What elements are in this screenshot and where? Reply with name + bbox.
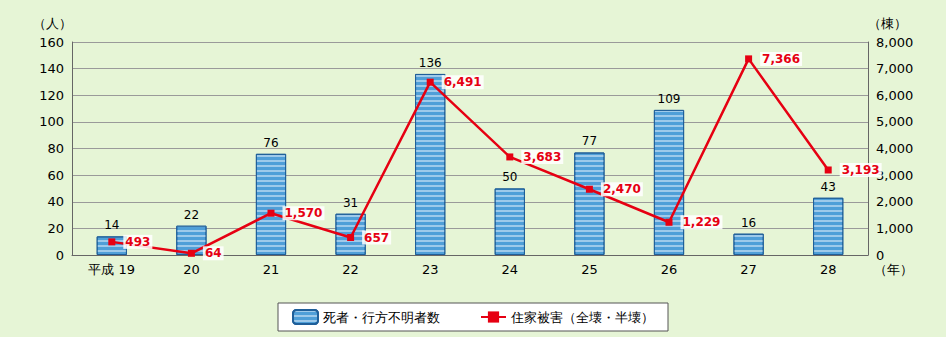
svg-text:5,000: 5,000 (876, 114, 913, 129)
svg-text:6,491: 6,491 (444, 75, 482, 89)
svg-text:2,470: 2,470 (603, 182, 641, 196)
svg-text:（人）: （人） (33, 16, 72, 31)
svg-text:8,000: 8,000 (876, 35, 913, 50)
svg-text:120: 120 (39, 88, 64, 103)
svg-text:22: 22 (184, 208, 199, 222)
svg-text:3,683: 3,683 (523, 150, 561, 164)
svg-text:20: 20 (183, 262, 200, 277)
svg-text:7,000: 7,000 (876, 61, 913, 76)
svg-text:0: 0 (876, 248, 884, 263)
svg-text:80: 80 (47, 141, 64, 156)
svg-text:1,229: 1,229 (683, 215, 721, 229)
svg-text:14: 14 (104, 218, 119, 232)
svg-text:3,000: 3,000 (876, 167, 914, 183)
svg-text:76: 76 (263, 136, 278, 150)
svg-text:16: 16 (741, 216, 756, 230)
svg-text:109: 109 (658, 92, 681, 106)
svg-text:23: 23 (422, 262, 439, 277)
svg-text:3,193: 3,193 (842, 163, 880, 177)
svg-text:住家被害（全壊・半壊）: 住家被害（全壊・半壊） (510, 310, 654, 325)
svg-text:31: 31 (343, 196, 358, 210)
svg-text:136: 136 (419, 56, 442, 70)
svg-text:27: 27 (740, 262, 757, 277)
svg-text:43: 43 (821, 180, 836, 194)
svg-text:60: 60 (47, 168, 64, 183)
svg-text:20: 20 (47, 221, 64, 236)
svg-text:2,000: 2,000 (876, 194, 913, 209)
svg-text:657: 657 (364, 231, 389, 245)
svg-text:7,366: 7,366 (762, 52, 800, 66)
svg-text:25: 25 (581, 262, 598, 277)
svg-text:40: 40 (47, 194, 64, 209)
svg-text:4,000: 4,000 (876, 141, 913, 156)
svg-text:140: 140 (39, 61, 64, 76)
svg-text:死者・行方不明者数: 死者・行方不明者数 (323, 310, 440, 325)
svg-text:160: 160 (39, 35, 64, 50)
svg-text:0: 0 (56, 248, 64, 263)
svg-text:50: 50 (502, 170, 517, 184)
svg-text:22: 22 (342, 262, 359, 277)
svg-text:493: 493 (125, 235, 150, 249)
svg-text:100: 100 (39, 114, 64, 129)
svg-text:26: 26 (661, 262, 678, 277)
svg-text:1,570: 1,570 (285, 206, 323, 220)
svg-text:（棟）: （棟） (868, 16, 907, 31)
svg-text:24: 24 (502, 262, 519, 277)
svg-text:（年）: （年） (874, 262, 913, 277)
svg-text:21: 21 (263, 262, 280, 277)
svg-text:77: 77 (582, 134, 597, 148)
svg-text:6,000: 6,000 (876, 88, 913, 103)
svg-text:1,000: 1,000 (876, 221, 913, 236)
svg-text:64: 64 (205, 246, 222, 260)
svg-text:28: 28 (820, 262, 837, 277)
svg-text:平成 19: 平成 19 (88, 262, 135, 277)
